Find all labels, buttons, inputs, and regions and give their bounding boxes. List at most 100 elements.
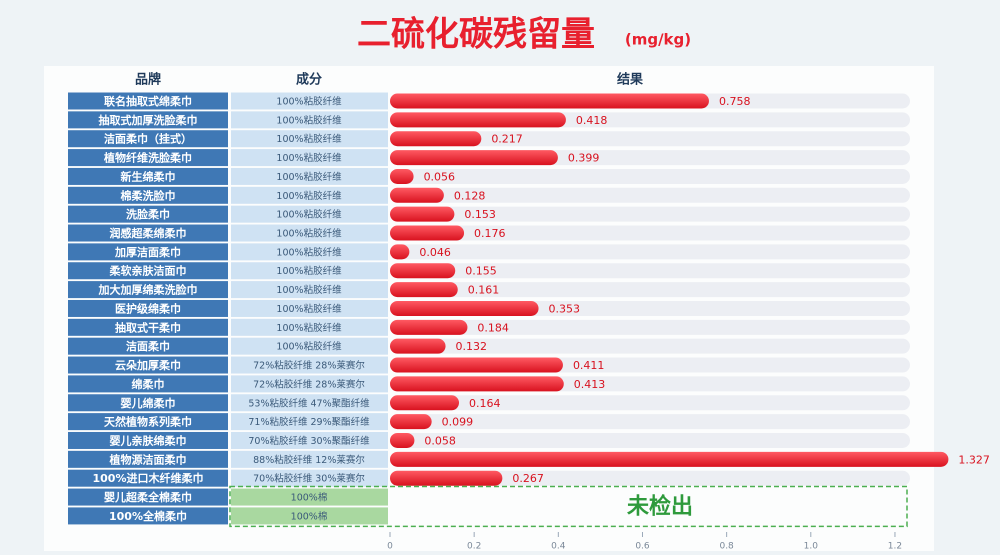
bar-track bbox=[390, 187, 910, 203]
composition-cell bbox=[231, 431, 388, 449]
composition-label: 100%粘胶纤维 bbox=[276, 152, 342, 164]
brand-cell bbox=[68, 488, 228, 506]
chart-title: 二硫化碳残留量 bbox=[357, 15, 595, 55]
brand-cell bbox=[68, 262, 228, 280]
composition-label: 100%粘胶纤维 bbox=[276, 133, 342, 145]
composition-label: 100%棉 bbox=[291, 510, 328, 522]
composition-cell bbox=[231, 318, 388, 336]
bar-track bbox=[390, 131, 910, 147]
not-detected-box bbox=[229, 485, 908, 528]
composition-label: 88%粘胶纤维 12%莱赛尔 bbox=[253, 454, 365, 466]
brand-label: 植物纤维洗脸柔巾 bbox=[103, 151, 192, 165]
bar bbox=[390, 131, 482, 147]
composition-cell bbox=[231, 299, 388, 317]
bar bbox=[390, 451, 949, 467]
composition-cell bbox=[231, 281, 388, 299]
brand-cell bbox=[68, 186, 228, 204]
brand-cell bbox=[68, 469, 228, 487]
bar-track bbox=[390, 432, 910, 448]
composition-label: 100%粘胶纤维 bbox=[276, 303, 342, 315]
value-label: 0.217 bbox=[491, 133, 523, 146]
value-label: 0.267 bbox=[512, 472, 544, 485]
brand-cell bbox=[68, 92, 228, 110]
brand-label: 医护级绵柔巾 bbox=[115, 301, 181, 315]
bar bbox=[390, 187, 444, 203]
value-label: 0.758 bbox=[719, 95, 751, 108]
composition-label: 100%粘胶纤维 bbox=[276, 96, 342, 108]
brand-label: 植物源洁面柔巾 bbox=[109, 452, 187, 466]
brand-cell bbox=[68, 356, 228, 374]
value-label: 0.164 bbox=[469, 397, 501, 410]
brand-label: 抽取式加厚洗脸柔巾 bbox=[99, 113, 198, 127]
brand-label: 婴儿绵柔巾 bbox=[121, 396, 176, 410]
brand-label: 新生绵柔巾 bbox=[121, 169, 176, 183]
column-header: 品牌 bbox=[135, 72, 161, 88]
composition-cell bbox=[231, 375, 388, 393]
composition-cell bbox=[231, 205, 388, 223]
brand-label: 加厚洁面柔巾 bbox=[114, 245, 181, 259]
brand-label: 绵柔巾 bbox=[132, 377, 165, 391]
brand-cell bbox=[68, 224, 228, 242]
bar bbox=[390, 395, 460, 411]
brand-label: 洗脸柔巾 bbox=[126, 207, 170, 221]
value-label: 0.176 bbox=[474, 227, 506, 240]
composition-label: 100%粘胶纤维 bbox=[276, 341, 342, 353]
brand-label: 云朵加厚柔巾 bbox=[115, 358, 181, 372]
bar bbox=[390, 225, 465, 241]
annotation: 未检出 bbox=[627, 493, 693, 519]
bar-track bbox=[390, 414, 910, 430]
brand-label: 洁面柔巾 bbox=[126, 339, 170, 353]
composition-label: 53%粘胶纤维 47%聚酯纤维 bbox=[248, 397, 370, 409]
value-label: 0.099 bbox=[442, 416, 474, 429]
brand-label: 棉柔洗脸巾 bbox=[121, 188, 176, 202]
bar bbox=[390, 300, 539, 316]
brand-cell bbox=[68, 243, 228, 261]
value-label: 0.411 bbox=[573, 359, 605, 372]
brand-label: 柔软亲肤洁面巾 bbox=[109, 264, 187, 278]
bar bbox=[390, 376, 564, 392]
composition-cell bbox=[231, 92, 388, 110]
x-tick-label: 0.2 bbox=[467, 542, 481, 552]
value-label: 0.418 bbox=[576, 114, 608, 127]
x-tick-label: 0.6 bbox=[635, 542, 650, 552]
bar bbox=[390, 93, 709, 109]
brand-cell bbox=[68, 318, 228, 336]
bar-track bbox=[390, 338, 910, 354]
bar bbox=[390, 206, 455, 222]
bar-track bbox=[390, 225, 910, 241]
unit: (mg/kg) bbox=[625, 31, 691, 49]
value-label: 1.327 bbox=[958, 453, 990, 466]
brand-cell bbox=[68, 149, 228, 167]
x-tick-label: 1.2 bbox=[888, 542, 902, 552]
bar-track bbox=[390, 244, 910, 260]
column-header: 结果 bbox=[617, 72, 643, 88]
composition-cell bbox=[231, 488, 388, 506]
value-label: 0.161 bbox=[468, 284, 500, 297]
value-label: 0.184 bbox=[477, 321, 509, 334]
brand-label: 婴儿超柔全棉柔巾 bbox=[104, 490, 192, 504]
brand-cell bbox=[68, 130, 228, 148]
bar bbox=[390, 150, 558, 166]
bar bbox=[390, 263, 456, 279]
composition-cell bbox=[231, 262, 388, 280]
composition-cell bbox=[231, 337, 388, 355]
bar-track bbox=[390, 263, 910, 279]
value-label: 0.132 bbox=[456, 340, 488, 353]
brand-cell bbox=[68, 413, 228, 431]
x-tick-label: 1.0 bbox=[804, 542, 819, 552]
brand-cell bbox=[68, 111, 228, 129]
brand-cell bbox=[68, 167, 228, 185]
column-header: 成分 bbox=[296, 72, 322, 88]
composition-cell bbox=[231, 394, 388, 412]
composition-cell bbox=[231, 111, 388, 129]
composition-cell bbox=[231, 167, 388, 185]
brand-cell bbox=[68, 375, 228, 393]
bar bbox=[390, 357, 563, 373]
bar bbox=[390, 432, 415, 448]
composition-cell bbox=[231, 507, 388, 525]
bar-track bbox=[390, 282, 910, 298]
brand-label: 100%进口木纤维柔巾 bbox=[93, 471, 204, 485]
brand-cell bbox=[68, 394, 228, 412]
composition-label: 71%粘胶纤维 29%聚酯纤维 bbox=[248, 416, 370, 428]
composition-cell bbox=[231, 450, 388, 468]
